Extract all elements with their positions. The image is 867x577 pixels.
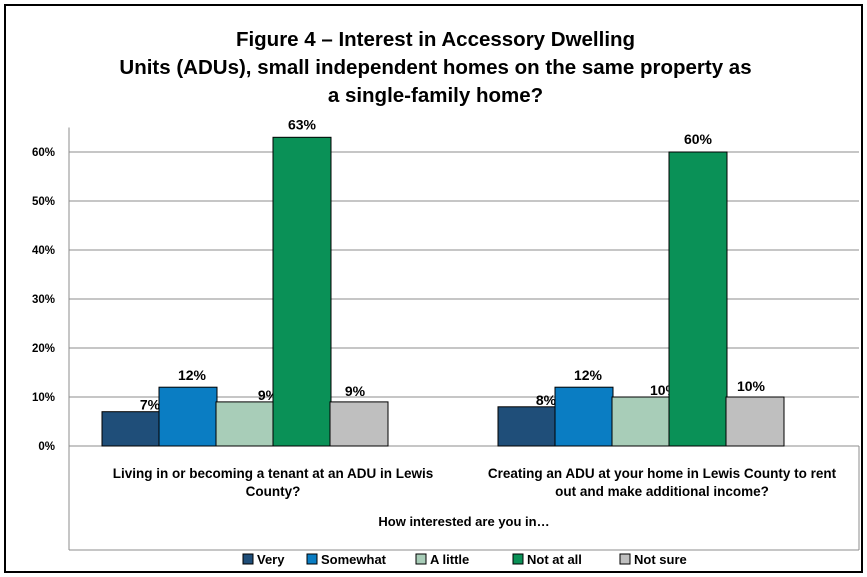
y-tick-label: 10% <box>32 392 55 404</box>
legend-swatch <box>242 553 254 565</box>
x-category-label: Creating an ADU at your home in Lewis Co… <box>488 466 837 481</box>
x-category-label: out and make additional income? <box>555 484 769 499</box>
bar <box>329 401 389 447</box>
chart-frame: Figure 4 – Interest in Accessory Dwellin… <box>4 4 863 573</box>
legend-label: A little <box>430 552 469 567</box>
y-tick-label: 60% <box>32 147 55 159</box>
y-tick-label: 30% <box>32 294 55 306</box>
bar <box>554 386 614 447</box>
y-tick-label: 0% <box>38 441 55 453</box>
bar <box>272 136 332 447</box>
data-label: 7% <box>140 397 161 413</box>
data-label: 9% <box>345 383 366 399</box>
y-tick-label: 50% <box>32 196 55 208</box>
chart-title: Figure 4 – Interest in Accessory Dwellin… <box>6 26 865 110</box>
data-label: 12% <box>574 367 603 383</box>
bar <box>611 396 671 447</box>
legend-swatch <box>619 553 631 565</box>
legend-label: Not at all <box>527 552 582 567</box>
data-label: 60% <box>684 131 713 147</box>
legend-swatch <box>512 553 524 565</box>
data-label: 63% <box>288 116 317 132</box>
x-category-label: Living in or becoming a tenant at an ADU… <box>113 466 434 481</box>
legend-label: Somewhat <box>321 552 387 567</box>
x-category-label: County? <box>246 484 301 499</box>
bar-chart: 0% 10% 20% 30% 40% 50% 60% 7% 8% 12% 12% 9% 10% 63% 60… <box>32 116 860 567</box>
data-label: 8% <box>536 392 557 408</box>
bar <box>725 396 785 447</box>
legend-label: Not sure <box>634 552 687 567</box>
chart-title-line-1: Figure 4 – Interest in Accessory Dwellin… <box>235 28 636 51</box>
bar <box>668 151 728 447</box>
legend-label: Very <box>257 552 285 567</box>
bar <box>158 386 218 447</box>
data-label: 10% <box>737 378 766 394</box>
chart-title-line-2: Units (ADUs), small independent homes on… <box>119 56 752 79</box>
data-label: 12% <box>178 367 207 383</box>
bar <box>215 401 275 447</box>
legend-swatch <box>415 553 427 565</box>
y-tick-label: 20% <box>32 343 55 355</box>
x-axis-title: How interested are you in… <box>378 514 549 529</box>
bar <box>497 406 557 447</box>
legend-swatch <box>306 553 318 565</box>
y-tick-label: 40% <box>32 245 55 257</box>
bar <box>101 411 161 447</box>
chart-title-line-3: a single-family home? <box>327 84 544 107</box>
